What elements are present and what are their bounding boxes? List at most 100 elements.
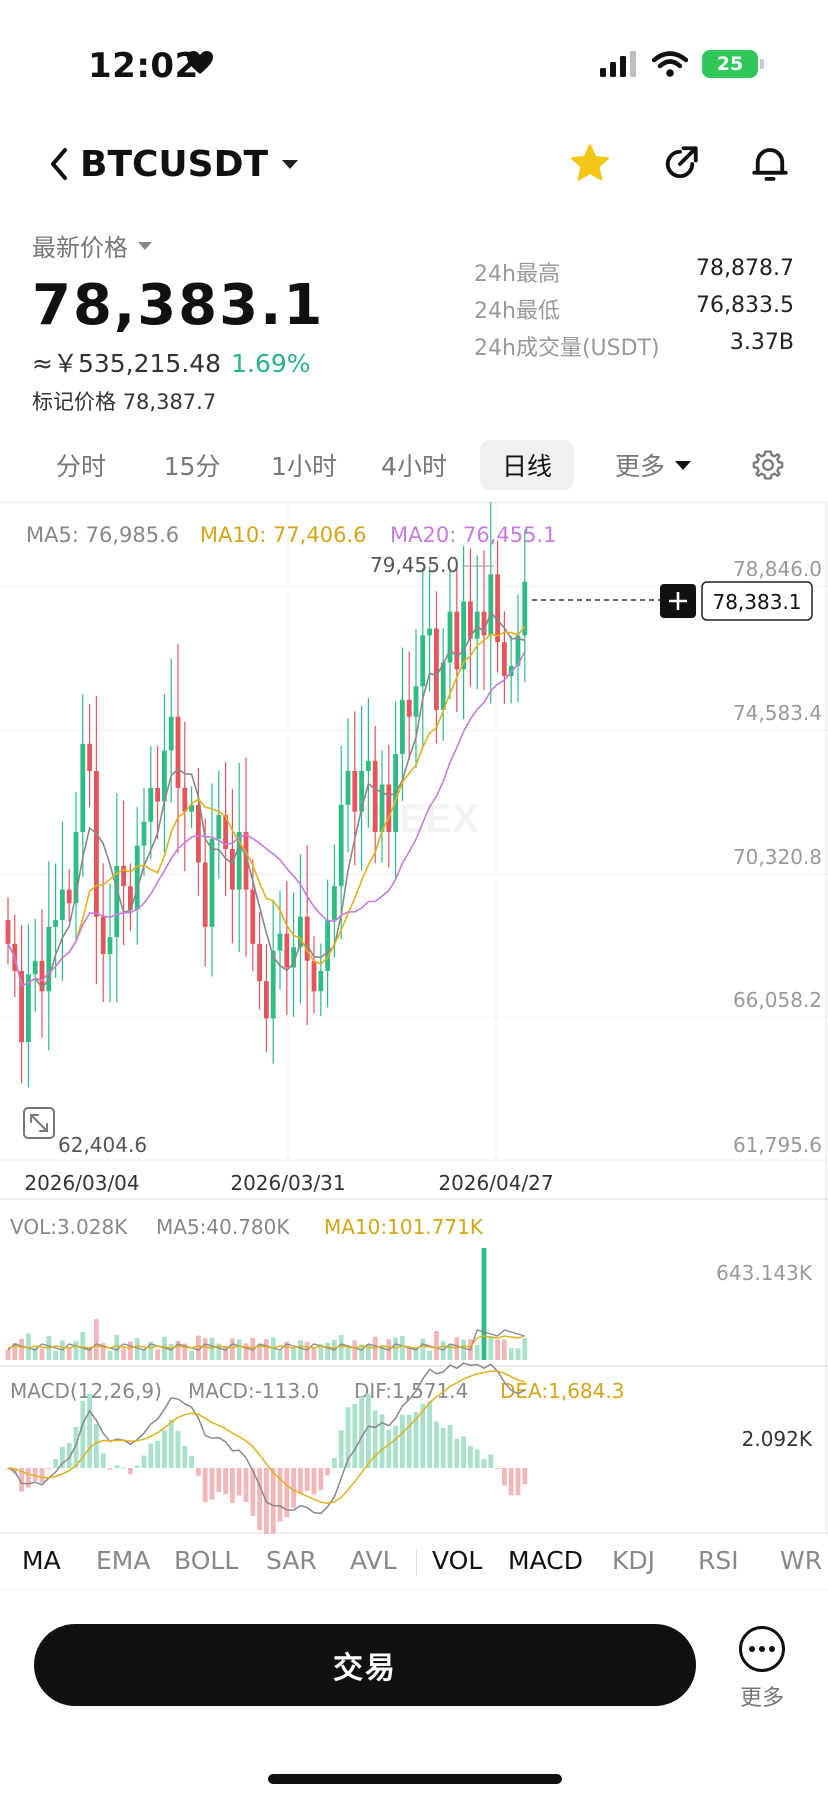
candle-body bbox=[182, 787, 188, 812]
tab-4h[interactable]: 4小时 bbox=[381, 452, 447, 481]
candle-body bbox=[522, 581, 528, 636]
candle-body bbox=[264, 981, 269, 1019]
candle-body bbox=[141, 821, 147, 846]
current-price-tag bbox=[701, 581, 813, 621]
candle-body bbox=[236, 831, 242, 890]
stat-row: 24h最低 76,833.5 bbox=[474, 293, 794, 330]
ind-tab-kdj[interactable]: KDJ bbox=[612, 1546, 656, 1575]
more-button[interactable]: 更多 bbox=[730, 1626, 794, 1714]
volume-bar bbox=[216, 1343, 222, 1360]
macd-bar bbox=[182, 1445, 188, 1468]
y-tick: 66,058.2 bbox=[733, 988, 822, 1012]
candle-body bbox=[338, 804, 344, 887]
volume-bar bbox=[19, 1338, 24, 1360]
candle-body bbox=[32, 960, 38, 975]
candle-body bbox=[352, 770, 358, 812]
ind-tab-vol[interactable]: VOL bbox=[432, 1546, 483, 1575]
macd-bar bbox=[250, 1468, 256, 1516]
heart-icon bbox=[187, 51, 213, 74]
candle-body bbox=[128, 886, 133, 910]
kline-chart[interactable]: WEEX MA5: 76,985.6 MA10: 77,406.6 MA20: … bbox=[0, 502, 828, 1534]
kline-chart-svg[interactable]: WEEX MA5: 76,985.6 MA10: 77,406.6 MA20: … bbox=[0, 502, 828, 1534]
macd-bar bbox=[345, 1407, 351, 1468]
dif-value: DIF:1,571.4 bbox=[354, 1379, 468, 1403]
candle-body bbox=[304, 916, 310, 961]
share-button[interactable] bbox=[656, 140, 704, 188]
macd-bar bbox=[19, 1468, 24, 1492]
home-indicator bbox=[268, 1774, 562, 1784]
last-price: 78,383.1 bbox=[32, 273, 325, 338]
candle-body bbox=[474, 611, 480, 639]
trade-button[interactable]: 交易 bbox=[34, 1624, 696, 1706]
volume-bar bbox=[168, 1343, 174, 1360]
stat-value: 78,878.7 bbox=[696, 256, 794, 281]
alert-button[interactable] bbox=[746, 140, 794, 188]
candle-body bbox=[223, 815, 228, 849]
ind-tab-wr[interactable]: WR bbox=[780, 1546, 823, 1575]
candle-body bbox=[209, 838, 215, 927]
volume-bar bbox=[39, 1348, 45, 1360]
volume-bar bbox=[87, 1347, 92, 1360]
macd-group bbox=[5, 1362, 528, 1534]
volume-bar bbox=[427, 1350, 432, 1360]
ind-tab-ma[interactable]: MA bbox=[22, 1546, 61, 1575]
stat-row: 24h成交量(USDT) 3.37B bbox=[474, 330, 794, 367]
candle-body bbox=[121, 865, 126, 887]
macd-bar bbox=[162, 1430, 167, 1468]
favorite-button[interactable] bbox=[566, 140, 614, 188]
more-label: 更多 bbox=[739, 1686, 784, 1711]
candle-body bbox=[175, 716, 181, 788]
chart-settings-button[interactable] bbox=[742, 440, 794, 490]
tab-more[interactable]: 更多 bbox=[598, 440, 708, 490]
tab-15m[interactable]: 15分 bbox=[163, 452, 221, 481]
fullscreen-icon[interactable] bbox=[23, 1107, 55, 1139]
macd-bar bbox=[420, 1403, 426, 1468]
macd-bar bbox=[230, 1468, 235, 1504]
candle-body bbox=[325, 920, 330, 971]
ma10-legend: MA10: 77,406.6 bbox=[200, 523, 366, 547]
volume-bar bbox=[202, 1338, 208, 1360]
latest-price-selector[interactable]: 最新价格 bbox=[32, 228, 452, 263]
tab-1h[interactable]: 1小时 bbox=[271, 452, 337, 481]
tab-1d[interactable]: 日线 bbox=[480, 440, 574, 490]
volume-bar bbox=[270, 1337, 276, 1360]
candle-body bbox=[434, 628, 439, 710]
volume-bar bbox=[114, 1334, 120, 1360]
candle-body bbox=[270, 950, 276, 1019]
macd-bar bbox=[32, 1468, 38, 1481]
status-time: 12:02 bbox=[88, 46, 199, 86]
macd-bar bbox=[291, 1468, 296, 1508]
ind-tab-sar[interactable]: SAR bbox=[266, 1546, 317, 1575]
volume-bar bbox=[66, 1347, 72, 1360]
y-tick: 78,846.0 bbox=[733, 557, 822, 581]
candle-body bbox=[406, 699, 412, 717]
volume-bar bbox=[5, 1349, 11, 1360]
back-button[interactable] bbox=[44, 142, 74, 186]
volume-bar bbox=[508, 1348, 514, 1360]
volume-bar bbox=[461, 1339, 466, 1360]
symbol-selector[interactable]: BTCUSDT bbox=[80, 144, 299, 185]
ind-tab-avl[interactable]: AVL bbox=[350, 1546, 397, 1575]
candle-body bbox=[400, 699, 405, 755]
candle-body bbox=[155, 787, 160, 802]
candle-body bbox=[60, 889, 65, 921]
mark-price-label: 标记价格 bbox=[32, 390, 116, 414]
ind-tab-macd[interactable]: MACD bbox=[508, 1546, 583, 1575]
macd-bar bbox=[26, 1468, 31, 1488]
tab-timeshare[interactable]: 分时 bbox=[55, 452, 106, 481]
ind-tab-ema[interactable]: EMA bbox=[96, 1546, 151, 1575]
candle-body bbox=[148, 787, 154, 822]
macd-bar bbox=[243, 1468, 249, 1502]
watermark-text: WEEX bbox=[361, 797, 479, 841]
y-tick: 70,320.8 bbox=[733, 845, 822, 869]
caret-down-icon bbox=[675, 460, 691, 470]
volume-bar bbox=[73, 1340, 79, 1360]
macd-bar bbox=[502, 1468, 507, 1486]
candle-body bbox=[379, 784, 385, 832]
ind-tab-rsi[interactable]: RSI bbox=[698, 1546, 739, 1575]
ma-lines-group bbox=[7, 610, 526, 990]
ind-tab-boll[interactable]: BOLL bbox=[174, 1546, 239, 1575]
volume-bar bbox=[515, 1348, 521, 1360]
candle-body bbox=[80, 743, 86, 832]
candle-body bbox=[488, 574, 494, 636]
